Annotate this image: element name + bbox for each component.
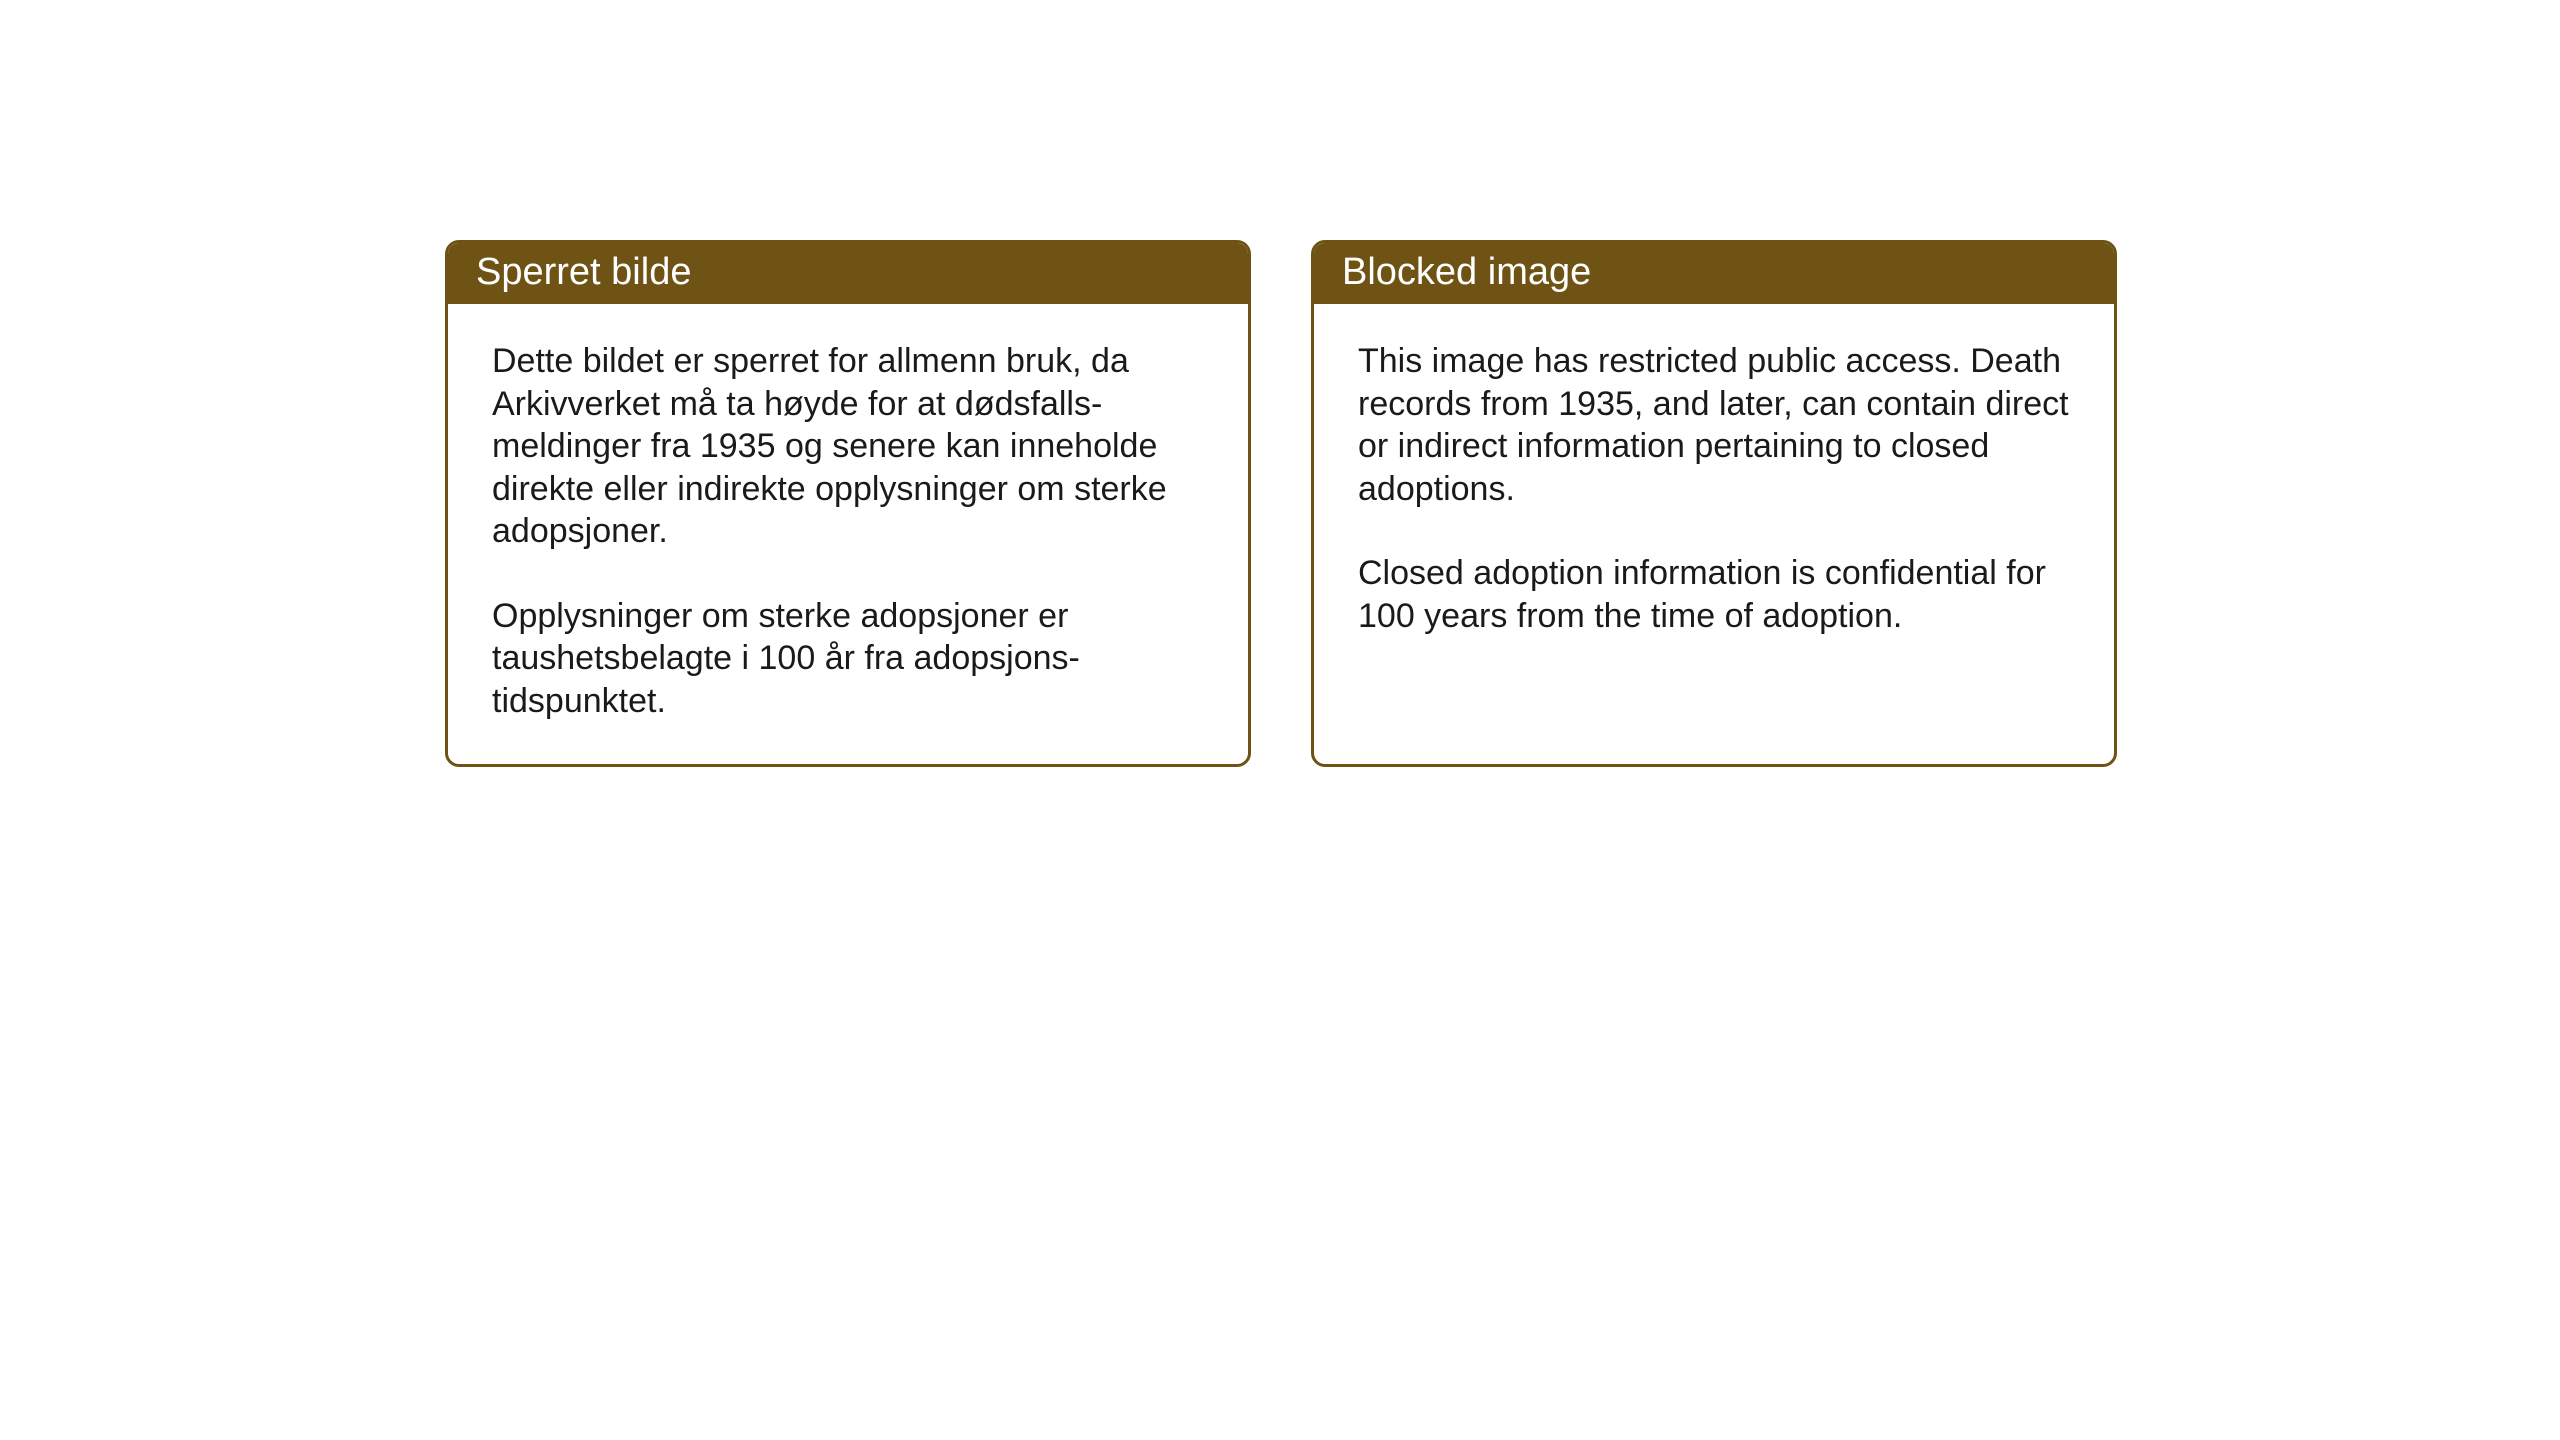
- notice-box-norwegian: Sperret bilde Dette bildet er sperret fo…: [445, 240, 1251, 767]
- notice-paragraph-2: Opplysninger om sterke adopsjoner er tau…: [492, 595, 1204, 723]
- notice-header-english: Blocked image: [1314, 243, 2114, 304]
- notice-body-english: This image has restricted public access.…: [1314, 304, 2114, 744]
- notice-header-norwegian: Sperret bilde: [448, 243, 1248, 304]
- notice-body-norwegian: Dette bildet er sperret for allmenn bruk…: [448, 304, 1248, 764]
- notice-box-english: Blocked image This image has restricted …: [1311, 240, 2117, 767]
- notice-paragraph-2: Closed adoption information is confident…: [1358, 552, 2070, 637]
- notice-paragraph-1: This image has restricted public access.…: [1358, 340, 2070, 510]
- notice-paragraph-1: Dette bildet er sperret for allmenn bruk…: [492, 340, 1204, 553]
- notice-container: Sperret bilde Dette bildet er sperret fo…: [445, 240, 2117, 767]
